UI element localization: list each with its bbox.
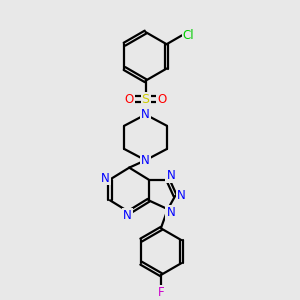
Text: N: N: [167, 206, 175, 219]
Text: S: S: [142, 93, 149, 106]
Text: O: O: [157, 93, 167, 106]
Text: F: F: [158, 286, 164, 299]
Text: N: N: [101, 172, 110, 184]
Text: Cl: Cl: [183, 29, 194, 42]
Text: N: N: [123, 209, 132, 222]
Text: N: N: [177, 189, 185, 202]
Text: N: N: [141, 108, 150, 121]
Text: N: N: [141, 154, 150, 167]
Text: N: N: [167, 169, 175, 182]
Text: O: O: [124, 93, 134, 106]
